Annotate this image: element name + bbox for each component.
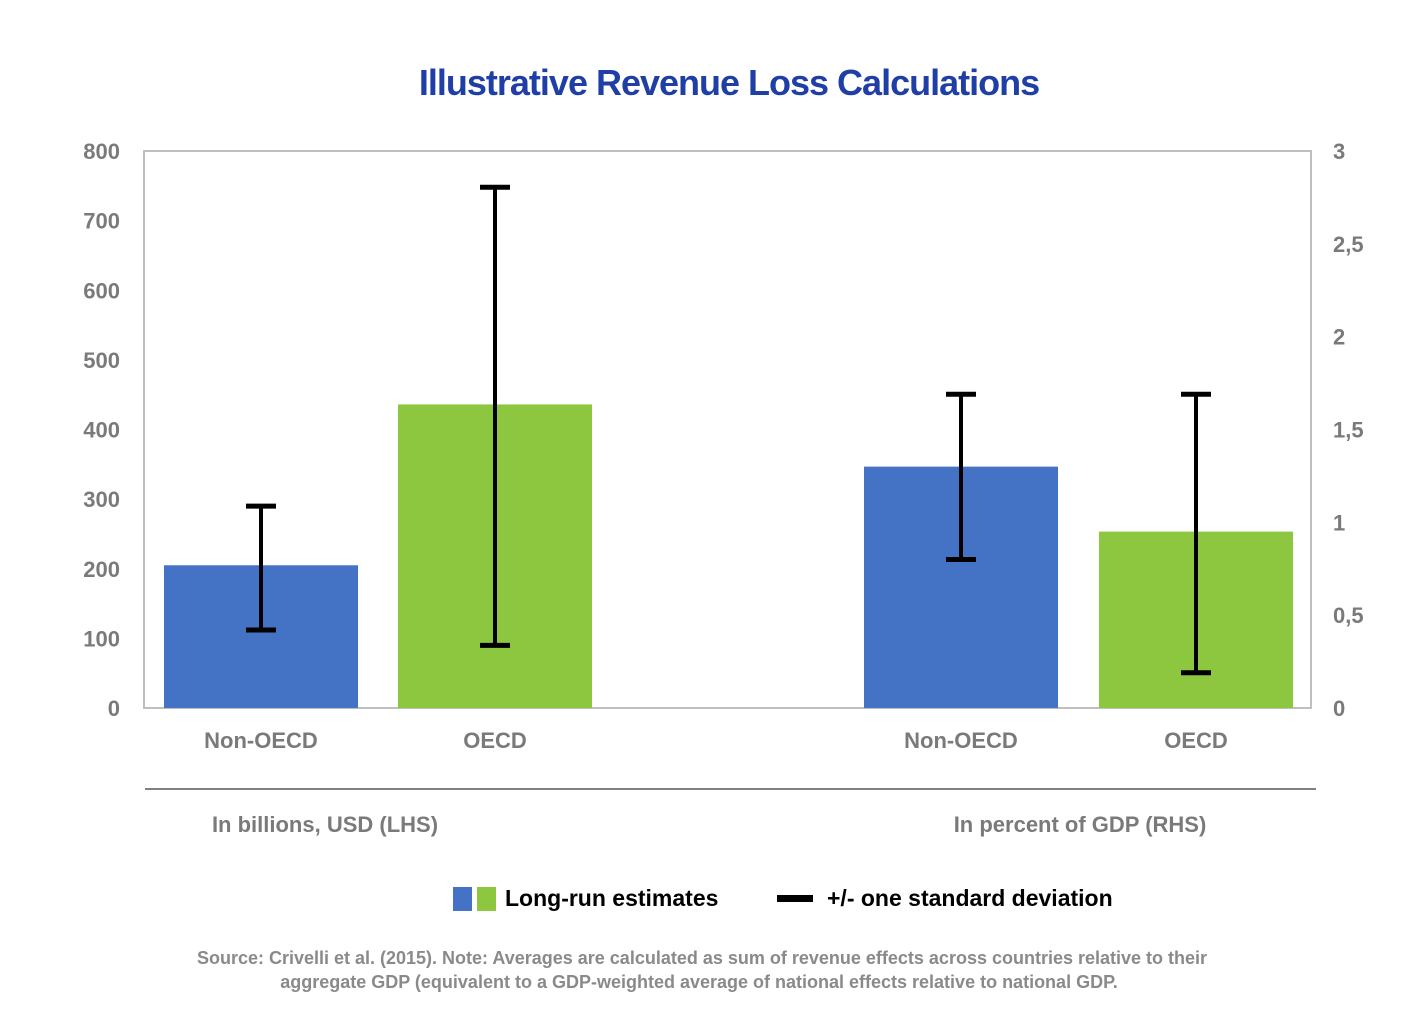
category-labels: Non-OECD OECD Non-OECD OECD xyxy=(204,728,1228,753)
error-bars xyxy=(246,184,1211,676)
group-label-lhs: In billions, USD (LHS) xyxy=(212,812,438,837)
legend-label-estimates: Long-run estimates xyxy=(505,885,718,911)
right-tick-label: 3 xyxy=(1333,139,1345,164)
right-tick-label: 1,5 xyxy=(1333,418,1364,443)
legend: Long-run estimates +/- one standard devi… xyxy=(453,885,1113,911)
category-label: OECD xyxy=(463,728,527,753)
bars xyxy=(164,404,1293,708)
left-axis: 0 100 200 300 400 500 600 700 800 xyxy=(83,139,120,721)
left-tick-label: 800 xyxy=(83,139,120,164)
category-label: Non-OECD xyxy=(904,728,1018,753)
source-note-line-1: Source: Crivelli et al. (2015). Note: Av… xyxy=(197,948,1207,968)
legend-swatch-oecd xyxy=(477,887,496,911)
left-tick-label: 200 xyxy=(83,557,120,582)
right-tick-label: 2 xyxy=(1333,325,1345,350)
left-tick-label: 0 xyxy=(108,696,120,721)
left-tick-label: 300 xyxy=(83,487,120,512)
right-tick-label: 1 xyxy=(1333,510,1345,535)
right-tick-label: 2,5 xyxy=(1333,232,1364,257)
legend-swatch-std-dev xyxy=(777,895,813,902)
left-tick-label: 400 xyxy=(83,418,120,443)
left-tick-label: 500 xyxy=(83,348,120,373)
right-tick-label: 0,5 xyxy=(1333,603,1364,628)
right-tick-label: 0 xyxy=(1333,696,1345,721)
chart-title: Illustrative Revenue Loss Calculations xyxy=(419,62,1039,103)
left-tick-label: 700 xyxy=(83,209,120,234)
left-tick-label: 600 xyxy=(83,278,120,303)
plot-area xyxy=(143,150,1312,709)
group-label-rhs: In percent of GDP (RHS) xyxy=(954,812,1207,837)
legend-swatch-non-oecd xyxy=(453,887,472,911)
left-tick-label: 100 xyxy=(83,626,120,651)
legend-label-std-dev: +/- one standard deviation xyxy=(827,885,1113,911)
category-label: Non-OECD xyxy=(204,728,318,753)
right-axis: 0 0,5 1 1,5 2 2,5 3 xyxy=(1333,139,1364,721)
category-label: OECD xyxy=(1164,728,1228,753)
source-note-line-2: aggregate GDP (equivalent to a GDP-weigh… xyxy=(280,972,1118,992)
